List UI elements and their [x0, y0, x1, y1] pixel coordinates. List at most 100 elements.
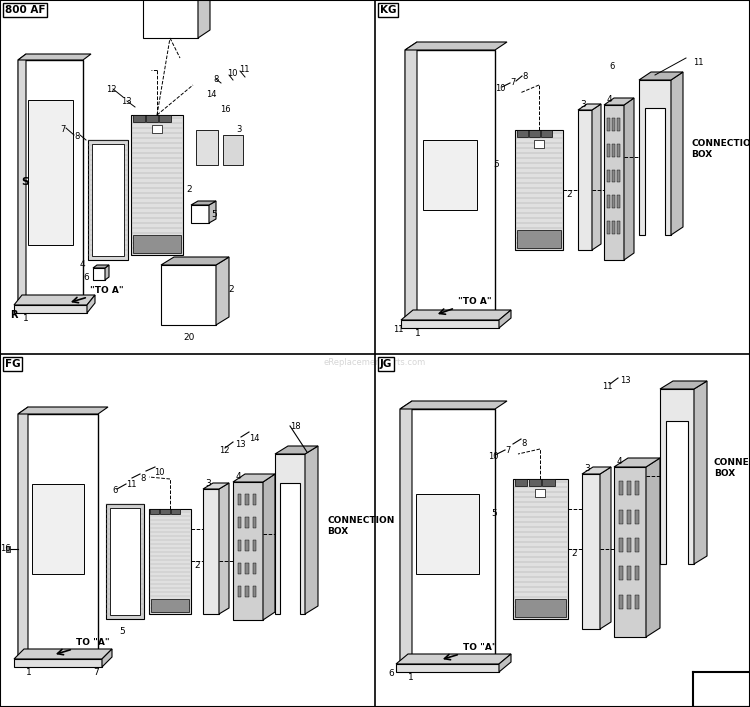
- Bar: [515, 599, 566, 617]
- Polygon shape: [582, 474, 600, 629]
- Text: 6: 6: [83, 273, 88, 282]
- Polygon shape: [161, 257, 229, 265]
- Text: CONNECTION
BOX: CONNECTION BOX: [327, 516, 394, 536]
- Bar: [28, 100, 73, 245]
- Bar: [160, 509, 170, 514]
- Bar: [152, 125, 162, 133]
- Text: 8: 8: [213, 75, 218, 84]
- Bar: [245, 493, 249, 505]
- Text: 7: 7: [93, 668, 99, 677]
- Text: 20: 20: [183, 333, 194, 342]
- Bar: [617, 170, 620, 182]
- Text: "TO A": "TO A": [90, 286, 124, 295]
- Polygon shape: [14, 305, 87, 313]
- Text: 4: 4: [617, 457, 622, 466]
- Bar: [634, 566, 639, 580]
- Polygon shape: [499, 654, 511, 672]
- Bar: [617, 195, 620, 209]
- Bar: [634, 595, 639, 609]
- Text: 4: 4: [80, 260, 86, 269]
- Polygon shape: [578, 104, 601, 110]
- Polygon shape: [191, 205, 209, 223]
- Polygon shape: [14, 659, 102, 667]
- Text: 5: 5: [211, 210, 217, 219]
- Text: 7: 7: [505, 446, 510, 455]
- Text: 2: 2: [228, 285, 234, 294]
- Polygon shape: [582, 467, 611, 474]
- Bar: [253, 563, 257, 574]
- Polygon shape: [161, 265, 216, 325]
- Text: 3: 3: [236, 125, 242, 134]
- Polygon shape: [18, 407, 28, 659]
- Text: 1: 1: [26, 668, 32, 677]
- Polygon shape: [401, 320, 499, 328]
- Bar: [245, 585, 249, 597]
- Text: eReplacementParts.com: eReplacementParts.com: [324, 358, 426, 367]
- Bar: [530, 130, 540, 137]
- Bar: [238, 539, 242, 551]
- Bar: [146, 115, 158, 122]
- Polygon shape: [624, 98, 634, 260]
- Text: 6: 6: [388, 669, 394, 678]
- Polygon shape: [102, 649, 112, 667]
- Bar: [617, 221, 620, 234]
- Polygon shape: [499, 310, 511, 328]
- Bar: [515, 130, 563, 250]
- Bar: [88, 140, 128, 260]
- Polygon shape: [196, 130, 218, 165]
- Polygon shape: [14, 295, 95, 305]
- Text: 4: 4: [236, 472, 242, 481]
- Polygon shape: [646, 458, 660, 637]
- Bar: [612, 144, 614, 157]
- Bar: [32, 484, 84, 574]
- Bar: [607, 118, 610, 131]
- Polygon shape: [639, 80, 671, 235]
- Polygon shape: [223, 135, 243, 165]
- Bar: [149, 509, 191, 614]
- Bar: [612, 221, 614, 234]
- Text: 13: 13: [620, 376, 631, 385]
- Bar: [416, 494, 479, 574]
- Text: 12: 12: [106, 85, 116, 94]
- Text: 16: 16: [0, 544, 10, 553]
- Text: 5: 5: [493, 160, 499, 169]
- Text: 10: 10: [495, 84, 506, 93]
- Polygon shape: [216, 257, 229, 325]
- Text: 1: 1: [415, 329, 421, 338]
- Polygon shape: [93, 268, 105, 280]
- Bar: [619, 481, 622, 496]
- Text: 6: 6: [112, 486, 117, 495]
- Text: 7: 7: [60, 125, 65, 134]
- Text: 5: 5: [119, 627, 124, 636]
- Bar: [423, 140, 477, 210]
- Polygon shape: [660, 389, 694, 564]
- Polygon shape: [275, 454, 305, 614]
- Bar: [159, 115, 171, 122]
- Bar: [612, 195, 614, 209]
- Text: 8: 8: [140, 474, 146, 483]
- Text: 8: 8: [74, 132, 80, 141]
- Text: TO "A": TO "A": [463, 643, 496, 652]
- Text: 2: 2: [194, 561, 200, 570]
- Text: 5: 5: [491, 509, 496, 518]
- Bar: [627, 566, 631, 580]
- Polygon shape: [396, 664, 499, 672]
- Text: 6: 6: [609, 62, 614, 71]
- Text: 11: 11: [693, 58, 703, 67]
- Bar: [245, 563, 249, 574]
- Bar: [106, 504, 144, 619]
- Polygon shape: [400, 409, 495, 664]
- Text: 3: 3: [584, 464, 590, 473]
- Text: 13: 13: [121, 97, 132, 106]
- Bar: [253, 517, 257, 528]
- Polygon shape: [18, 54, 91, 60]
- Polygon shape: [219, 483, 229, 614]
- Polygon shape: [233, 482, 263, 620]
- Polygon shape: [275, 446, 318, 454]
- Bar: [607, 144, 610, 157]
- Polygon shape: [405, 42, 417, 320]
- Text: 11: 11: [602, 382, 613, 391]
- Bar: [634, 510, 639, 524]
- Polygon shape: [203, 489, 219, 614]
- Bar: [171, 509, 180, 514]
